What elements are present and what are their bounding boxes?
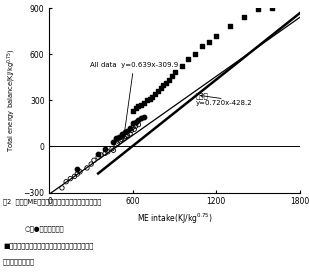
Point (89, 162, 94, 166)
Point (115, 141, 120, 145)
Point (283, 1, 288, 6)
Point (228, 24, 233, 29)
Point (116, 135, 121, 139)
Point (256, 7, 260, 12)
Point (114, 143, 119, 147)
Point (129, 128, 134, 133)
Point (84, 166, 90, 170)
Point (130, 109, 135, 113)
Point (111, 148, 116, 152)
Point (96, 155, 101, 160)
Point (78, 170, 83, 174)
Point (68, 177, 73, 181)
Point (139, 103, 144, 107)
Point (167, 78, 171, 82)
Point (72, 174, 77, 178)
Text: 泌乳牛
y=0.720x-428.2: 泌乳牛 y=0.720x-428.2 (196, 92, 252, 106)
Text: All data  y=0.639x-309.9: All data y=0.639x-309.9 (90, 62, 178, 138)
Point (169, 73, 174, 78)
Point (155, 89, 160, 93)
Point (122, 130, 127, 134)
Point (96, 152, 101, 156)
Point (128, 125, 133, 130)
Point (136, 122, 141, 127)
Text: 図2  乳牛のME摂取量とエネルギー出納量との関係: 図2 乳牛のME摂取量とエネルギー出納量との関係 (3, 198, 101, 205)
Point (186, 56, 191, 61)
Point (75, 167, 80, 171)
Point (214, 33, 219, 38)
Point (269, 6, 274, 10)
Point (130, 121, 135, 125)
Point (144, 98, 149, 102)
Point (164, 81, 169, 85)
Point (75, 172, 80, 176)
Point (193, 52, 198, 56)
Point (128, 132, 133, 136)
Point (139, 116, 144, 121)
Point (111, 139, 116, 144)
Point (147, 96, 152, 101)
Point (133, 124, 138, 128)
X-axis label: ME intake(KJ/kg$^{0.75}$): ME intake(KJ/kg$^{0.75}$) (137, 212, 213, 226)
Point (125, 129, 130, 133)
Point (130, 125, 135, 130)
Point (142, 115, 146, 119)
Point (242, 15, 247, 19)
Point (119, 132, 124, 136)
Point (133, 119, 138, 124)
Point (132, 127, 137, 131)
Point (172, 70, 177, 75)
Point (105, 150, 110, 154)
Point (124, 134, 129, 139)
Point (91, 158, 96, 163)
Point (142, 101, 146, 105)
Point (59, 186, 64, 190)
Point (133, 106, 138, 110)
Point (103, 151, 108, 156)
Point (64, 180, 69, 184)
Text: ６の割合で給与: ６の割合で給与 (3, 258, 35, 265)
Point (122, 136, 127, 140)
Point (114, 136, 119, 141)
Point (150, 95, 155, 99)
Text: ■泌乳牛に基礎飼料として乾草と配合飼料を４：: ■泌乳牛に基礎飼料として乾草と配合飼料を４： (3, 242, 93, 249)
Point (153, 92, 158, 96)
Text: ○、●は図１と同じ: ○、●は図１と同じ (25, 226, 64, 232)
Point (118, 139, 123, 143)
Point (125, 133, 130, 138)
Point (161, 82, 166, 87)
Point (110, 147, 115, 151)
Point (136, 118, 141, 122)
Point (136, 104, 141, 108)
Y-axis label: Total energy balance(KJ/kg$^{0.75}$): Total energy balance(KJ/kg$^{0.75}$) (6, 49, 18, 152)
Point (98, 153, 103, 157)
Point (207, 40, 212, 44)
Point (179, 64, 184, 68)
Point (119, 137, 124, 142)
Point (103, 147, 108, 152)
Point (200, 44, 205, 48)
Point (158, 86, 163, 90)
